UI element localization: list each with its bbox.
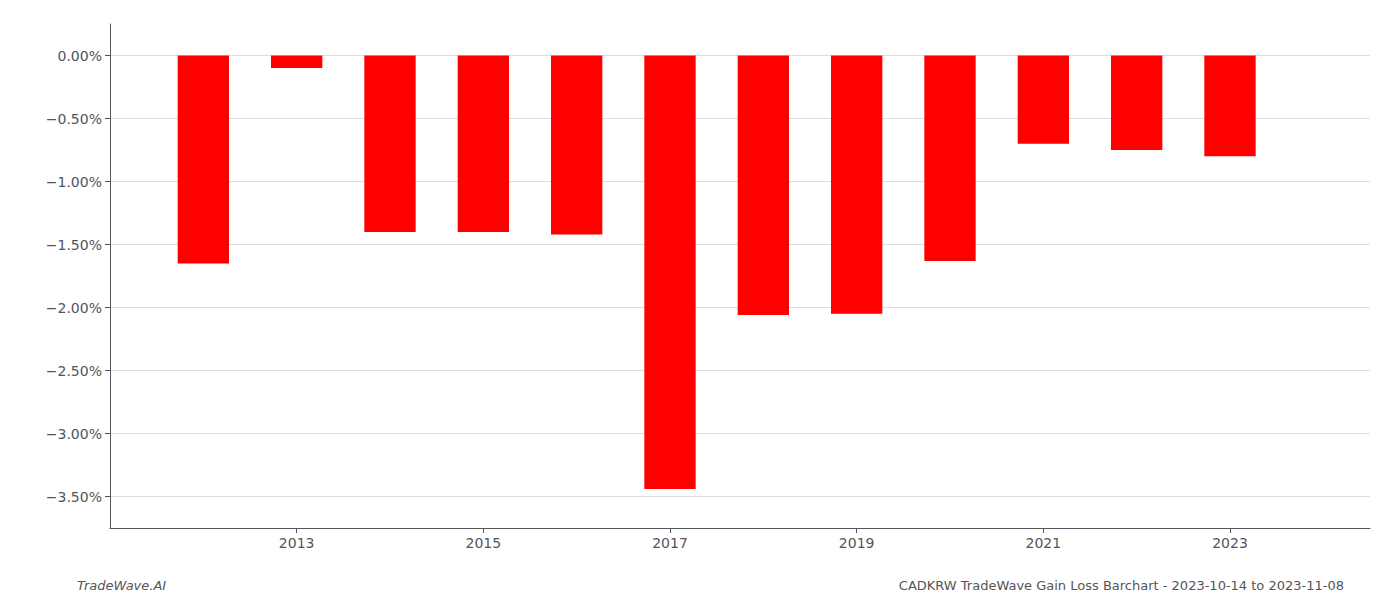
svg-text:−3.50%: −3.50%	[46, 489, 102, 505]
svg-text:−1.00%: −1.00%	[46, 174, 102, 190]
svg-text:2017: 2017	[652, 535, 688, 551]
svg-text:−2.50%: −2.50%	[46, 363, 102, 379]
svg-text:−2.00%: −2.00%	[46, 300, 102, 316]
svg-text:−0.50%: −0.50%	[46, 111, 102, 127]
svg-text:CADKRW TradeWave Gain Loss Bar: CADKRW TradeWave Gain Loss Barchart - 20…	[899, 578, 1344, 593]
svg-text:−1.50%: −1.50%	[46, 237, 102, 253]
svg-text:2015: 2015	[466, 535, 502, 551]
svg-text:0.00%: 0.00%	[58, 48, 102, 64]
svg-text:TradeWave.AI: TradeWave.AI	[77, 578, 166, 593]
svg-text:2019: 2019	[839, 535, 875, 551]
svg-text:2013: 2013	[279, 535, 315, 551]
svg-text:−3.00%: −3.00%	[46, 426, 102, 442]
svg-text:2021: 2021	[1026, 535, 1062, 551]
svg-text:2023: 2023	[1212, 535, 1248, 551]
